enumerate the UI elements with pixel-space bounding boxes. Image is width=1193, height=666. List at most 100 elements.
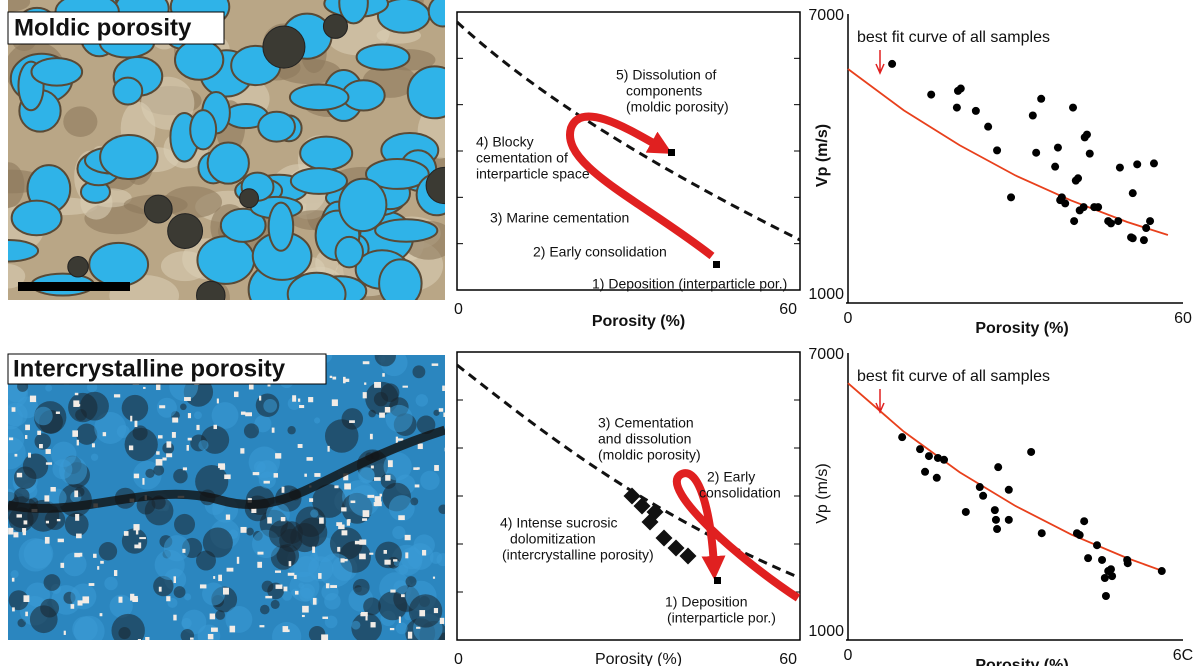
crystal xyxy=(75,513,80,521)
mold-pore xyxy=(257,110,296,143)
crystal xyxy=(405,552,409,559)
crystal xyxy=(251,508,257,514)
crystal xyxy=(93,553,97,558)
texture xyxy=(8,507,34,533)
crystal xyxy=(8,437,14,441)
texture xyxy=(144,496,174,526)
sample-point xyxy=(1070,217,1079,226)
texture xyxy=(8,402,28,427)
crystal xyxy=(294,590,299,595)
annotation: dolomitization xyxy=(510,531,596,547)
mold-pore xyxy=(406,65,445,120)
crystal xyxy=(349,420,355,423)
sample-point xyxy=(1123,559,1132,568)
sample-point xyxy=(924,452,933,461)
texture xyxy=(225,606,253,633)
crystal xyxy=(23,595,30,602)
texture xyxy=(18,538,53,572)
crystal xyxy=(184,397,191,401)
sample-point xyxy=(994,463,1003,472)
sample-point xyxy=(1149,159,1158,168)
sample-point xyxy=(1128,189,1137,198)
sample-point xyxy=(993,146,1002,155)
texture xyxy=(438,504,445,515)
texture xyxy=(415,394,429,407)
crystal xyxy=(128,445,134,451)
annotation: 5) Dissolution of xyxy=(616,67,716,83)
grain xyxy=(143,194,173,224)
mold-pore xyxy=(219,207,267,243)
texture xyxy=(270,599,280,609)
crystal xyxy=(343,559,348,562)
texture xyxy=(258,471,276,489)
x-axis-label: Porosity (%) xyxy=(975,320,1068,337)
crystal xyxy=(57,538,64,543)
texture xyxy=(393,580,408,595)
texture xyxy=(29,605,58,634)
crystal xyxy=(182,548,186,553)
crystal xyxy=(159,405,166,409)
crystal xyxy=(343,376,346,384)
grain xyxy=(167,213,204,250)
x-tick-label: 0 xyxy=(844,647,853,664)
crystal xyxy=(166,441,172,448)
crystal xyxy=(419,610,426,617)
sample-point xyxy=(1074,174,1083,183)
crystal xyxy=(384,406,391,413)
mold-pore xyxy=(338,177,388,233)
sample-point xyxy=(961,507,970,516)
texture xyxy=(10,570,19,579)
texture xyxy=(297,517,328,548)
crystal xyxy=(56,518,61,522)
crystal xyxy=(431,363,439,366)
texture xyxy=(287,397,301,410)
texture xyxy=(34,406,53,426)
texture xyxy=(282,590,293,601)
grain xyxy=(67,256,89,278)
mold-pore xyxy=(267,201,295,252)
crystal xyxy=(280,517,286,522)
crystal xyxy=(309,498,314,502)
x-tick-label: 60 xyxy=(1174,310,1192,327)
sample-point xyxy=(979,491,988,500)
crystal xyxy=(389,627,395,631)
crystal xyxy=(314,473,321,477)
photomicrograph xyxy=(8,0,445,300)
texture xyxy=(310,509,319,518)
annotation: 1) Deposition (interparticle por.) xyxy=(592,276,787,292)
texture xyxy=(433,409,440,416)
crystal xyxy=(219,464,226,470)
texture xyxy=(293,556,320,583)
texture xyxy=(383,452,412,481)
texture xyxy=(8,436,26,470)
crystal xyxy=(76,533,82,539)
x-tick-label: 0 xyxy=(454,301,463,318)
sample-point xyxy=(1032,148,1041,157)
mold-pore xyxy=(299,135,354,171)
crystal xyxy=(330,585,338,588)
crystal xyxy=(240,526,247,533)
crystal xyxy=(404,534,411,541)
dolomite-rhomb xyxy=(667,539,685,557)
crystal xyxy=(240,411,246,415)
mold-pore xyxy=(196,235,256,285)
crystal xyxy=(16,472,23,478)
crystal xyxy=(162,457,167,461)
crystal xyxy=(182,467,188,471)
crystal xyxy=(367,494,375,498)
texture xyxy=(398,564,409,575)
annotation: consolidation xyxy=(699,485,781,501)
texture xyxy=(392,526,406,540)
texture xyxy=(63,106,98,137)
dolomite-rhomb xyxy=(633,497,651,515)
crystal xyxy=(173,576,177,584)
fit-curve xyxy=(847,382,1164,572)
crystal xyxy=(293,574,297,580)
crystal xyxy=(385,475,391,481)
annotation: best fit curve of all samples xyxy=(857,29,1050,46)
texture xyxy=(374,355,396,367)
crystal xyxy=(341,507,347,512)
scale-bar xyxy=(18,282,130,291)
texture xyxy=(76,423,98,445)
sample-point xyxy=(921,467,930,476)
